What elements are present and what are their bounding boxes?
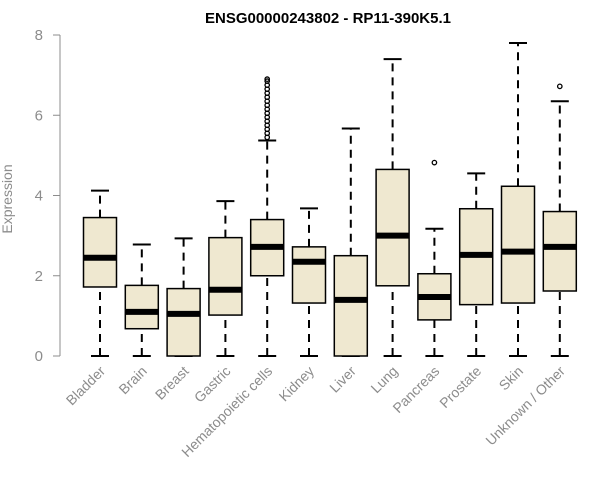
y-tick-label: 6 — [35, 107, 43, 124]
y-tick-label: 4 — [35, 188, 43, 205]
box-group — [208, 200, 243, 357]
box-group — [542, 83, 578, 357]
x-tick-label: Unknown / Other — [482, 363, 568, 449]
box-iqr — [166, 287, 201, 357]
y-axis: 0 2 4 6 8 — [35, 27, 61, 365]
box-group — [82, 189, 118, 357]
outlier-point — [556, 83, 563, 90]
y-tick-label: 0 — [35, 348, 43, 365]
x-tick-label: Prostate — [436, 363, 484, 411]
box-group — [375, 58, 410, 357]
box-iqr — [500, 185, 536, 304]
box-iqr — [333, 254, 369, 357]
box-group — [458, 172, 494, 357]
x-tick-label: Liver — [326, 363, 359, 396]
box-iqr — [208, 236, 243, 316]
box-group — [249, 76, 285, 357]
box-iqr — [124, 284, 160, 330]
boxes — [82, 42, 578, 357]
y-tick-label: 2 — [35, 268, 43, 285]
outlier-point — [264, 76, 271, 82]
y-axis-label: Expression — [0, 164, 15, 233]
box-iqr — [82, 216, 118, 288]
outlier-point — [431, 159, 438, 166]
x-tick-label: Lung — [367, 363, 400, 396]
y-tick-label: 8 — [35, 27, 43, 44]
x-tick-label: Skin — [496, 363, 527, 394]
box-iqr — [291, 246, 327, 304]
x-tick-label: Bladder — [63, 363, 109, 409]
x-tick-label: Brain — [115, 363, 149, 397]
box-iqr — [542, 210, 578, 292]
x-tick-label: Kidney — [276, 363, 318, 405]
box-group — [124, 243, 160, 357]
box-group — [291, 207, 327, 357]
outlier-point — [264, 78, 271, 84]
box-group — [417, 159, 452, 357]
box-group — [333, 127, 369, 357]
chart-title: ENSG00000243802 - RP11-390K5.1 — [205, 10, 451, 27]
box-iqr — [375, 168, 410, 287]
box-group — [500, 42, 536, 357]
box-group — [166, 237, 201, 357]
x-tick-label: Breast — [152, 363, 192, 403]
